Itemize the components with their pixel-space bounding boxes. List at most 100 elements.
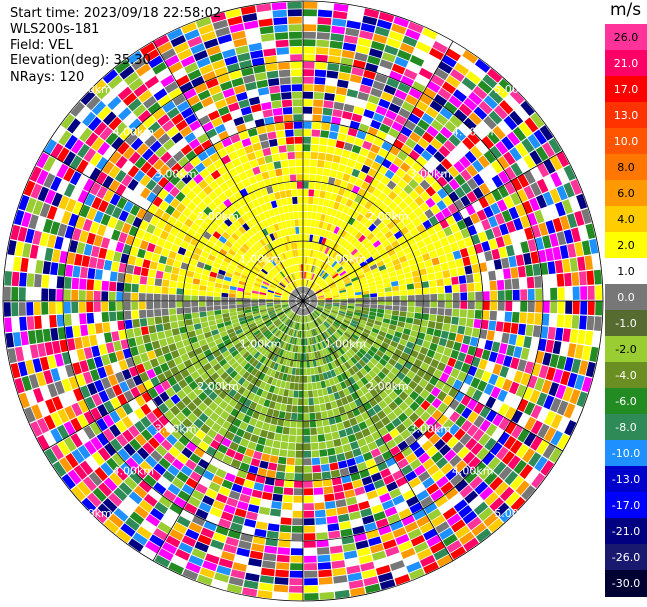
velocity-gate: [454, 199, 465, 211]
velocity-gate: [357, 438, 367, 448]
velocity-gate: [409, 243, 419, 252]
velocity-gate: [371, 161, 381, 171]
velocity-gate: [133, 83, 148, 97]
velocity-gate: [212, 333, 221, 341]
velocity-gate: [161, 541, 177, 555]
velocity-gate: [378, 426, 389, 437]
velocity-gate: [109, 271, 118, 282]
velocity-gate: [375, 105, 388, 116]
velocity-gate: [556, 433, 570, 450]
velocity-gate: [398, 540, 413, 552]
velocity-gate: [319, 137, 328, 146]
velocity-gate: [77, 189, 89, 204]
velocity-gate: [327, 346, 333, 354]
velocity-gate: [301, 286, 303, 294]
velocity-gate: [175, 340, 184, 350]
velocity-gate: [289, 570, 303, 578]
velocity-gate: [275, 379, 282, 388]
velocity-gate: [205, 78, 219, 89]
velocity-gate: [243, 298, 251, 301]
velocity-gate: [316, 335, 321, 343]
velocity-gate: [19, 316, 27, 331]
velocity-gate: [335, 318, 343, 323]
velocity-gate: [425, 416, 437, 428]
velocity-gate: [290, 54, 302, 62]
velocity-gate: [332, 273, 339, 279]
velocity-gate: [239, 421, 249, 431]
velocity-gate: [357, 171, 367, 181]
velocity-gate: [163, 489, 177, 502]
velocity-gate: [56, 314, 65, 327]
velocity-gate: [414, 196, 425, 207]
velocity-gate: [245, 27, 260, 37]
velocity-gate: [580, 286, 588, 300]
velocity-gate: [498, 417, 511, 431]
velocity-gate: [371, 267, 380, 274]
velocity-gate: [146, 223, 156, 234]
velocity-gate: [346, 457, 357, 467]
velocity-gate: [222, 455, 233, 465]
velocity-gate: [296, 166, 303, 174]
velocity-gate: [489, 497, 504, 512]
velocity-gate: [252, 451, 263, 460]
velocity-gate: [278, 411, 286, 419]
velocity-gate: [357, 37, 372, 48]
velocity-gate: [203, 349, 213, 357]
velocity-gate: [310, 249, 314, 257]
velocity-gate: [460, 301, 468, 309]
velocity-gate: [305, 271, 308, 279]
velocity-gate: [454, 391, 465, 403]
velocity-gate: [313, 367, 319, 375]
velocity-gate: [296, 299, 303, 301]
velocity-gate: [415, 294, 423, 301]
velocity-gate: [371, 227, 381, 236]
velocity-gate: [377, 304, 385, 310]
velocity-gate: [228, 264, 236, 271]
velocity-gate: [547, 326, 556, 340]
velocity-gate: [372, 550, 387, 561]
velocity-gate: [300, 286, 303, 294]
velocity-gate: [397, 82, 411, 94]
velocity-gate: [528, 452, 542, 468]
velocity-gate: [317, 228, 322, 236]
velocity-gate: [564, 314, 572, 328]
velocity-gate: [376, 334, 385, 342]
velocity-gate: [317, 296, 325, 299]
velocity-gate: [125, 132, 138, 146]
velocity-gate: [437, 402, 448, 414]
velocity-gate: [315, 235, 320, 243]
velocity-gate: [266, 217, 274, 226]
velocity-gate: [303, 61, 315, 69]
velocity-gate: [247, 504, 260, 513]
velocity-gate: [27, 330, 37, 345]
velocity-gate: [300, 345, 303, 353]
velocity-gate: [233, 140, 244, 151]
velocity-gate: [128, 191, 139, 204]
velocity-gate: [424, 334, 433, 342]
velocity-gate: [373, 208, 383, 218]
velocity-gate: [286, 220, 291, 228]
velocity-gate: [313, 397, 320, 405]
velocity-gate: [460, 195, 471, 207]
velocity-gate: [234, 364, 243, 373]
velocity-gate: [197, 352, 206, 361]
velocity-gate: [218, 558, 234, 569]
velocity-gate: [303, 525, 316, 533]
velocity-gate: [94, 312, 102, 323]
velocity-gate: [221, 437, 232, 448]
azimuth-spoke: [302, 150, 563, 302]
colorbar-swatch: [605, 336, 647, 363]
velocity-gate: [407, 289, 415, 296]
velocity-gate: [42, 328, 52, 342]
velocity-gate: [336, 255, 343, 262]
velocity-gate: [385, 349, 394, 358]
velocity-gate: [248, 346, 256, 354]
velocity-gate: [281, 301, 289, 304]
range-label: 4.00km: [113, 465, 155, 478]
velocity-gate: [363, 267, 371, 274]
velocity-gate: [205, 488, 218, 499]
velocity-gate: [152, 127, 166, 140]
velocity-gate: [453, 341, 462, 352]
velocity-gate: [303, 174, 310, 182]
velocity-gate: [115, 155, 128, 169]
